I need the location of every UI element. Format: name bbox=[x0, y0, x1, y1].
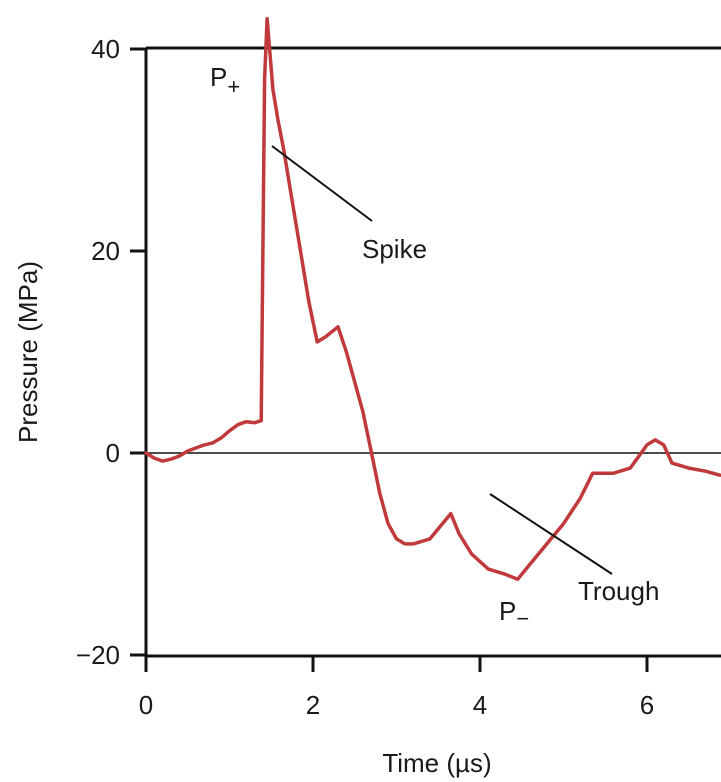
x-tick-label: 6 bbox=[640, 690, 654, 720]
p-minus-letter: P bbox=[499, 596, 516, 626]
series-group bbox=[144, 16, 721, 582]
y-tick-label: 40 bbox=[91, 34, 120, 64]
y-tick-label: 20 bbox=[91, 236, 120, 266]
p-plus-sub: + bbox=[227, 74, 240, 99]
y-axis-title: Pressure (MPa) bbox=[13, 261, 43, 443]
p-minus-sub: − bbox=[516, 606, 529, 631]
x-tick-label: 0 bbox=[139, 690, 153, 720]
x-tick-label: 2 bbox=[306, 690, 320, 720]
trough-label: Trough bbox=[578, 576, 659, 606]
spike-label: Spike bbox=[362, 234, 427, 264]
axis-ticks: 0 2 4 6 −20 0 20 40 bbox=[76, 34, 654, 720]
y-tick-label: 0 bbox=[106, 438, 120, 468]
p-plus-letter: P bbox=[210, 62, 227, 92]
x-tick-label: 4 bbox=[473, 690, 487, 720]
y-tick-label: −20 bbox=[76, 640, 120, 670]
p-minus-label: P− bbox=[499, 596, 529, 631]
pressure-series-line bbox=[144, 16, 721, 582]
p-plus-label: P+ bbox=[210, 62, 240, 99]
x-axis-title: Time (µs) bbox=[382, 748, 491, 778]
trough-leader-line bbox=[489, 493, 613, 575]
spike-leader-line bbox=[271, 145, 373, 222]
